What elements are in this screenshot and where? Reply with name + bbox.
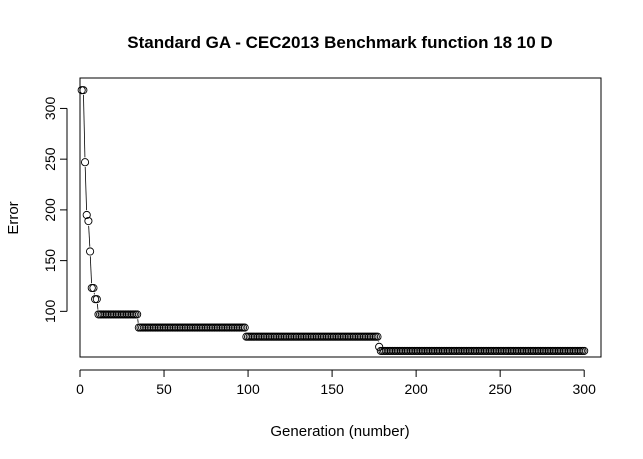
y-tick-label: 200 [42,198,58,222]
series-segment [96,303,99,310]
x-tick-label: 200 [404,381,428,397]
data-point [373,332,382,341]
series-segment [83,94,86,158]
x-tick-label: 300 [573,381,597,397]
y-axis: 100 150 200 250 300 [42,97,68,323]
data-point [92,295,101,304]
data-point [240,323,249,332]
data-point [86,247,95,256]
data-point [133,310,142,319]
data-point [82,210,91,220]
plot-frame [79,77,602,358]
series-line [83,94,379,343]
data-point [79,86,88,95]
data-point [80,158,90,167]
data-point [87,283,96,293]
x-tick-label: 100 [236,381,260,397]
y-axis-label: Error [5,201,22,234]
y-tick-label: 300 [42,97,58,121]
series-segment [88,225,91,247]
data-point [91,295,100,304]
data-point [89,283,98,293]
series-segment [84,166,87,211]
data-point [84,217,93,226]
chart-title: Standard GA - CEC2013 Benchmark function… [127,33,552,52]
data-point [580,346,589,355]
x-tick-label: 0 [76,381,84,397]
y-tick-label: 100 [42,299,58,323]
data-point [77,86,86,95]
x-tick-label: 150 [320,381,344,397]
x-axis-label: Generation (number) [270,423,409,440]
x-tick-label: 50 [156,381,172,397]
y-tick-label: 150 [42,249,58,273]
series-points [77,86,589,355]
series-segment [89,256,92,284]
y-tick-label: 250 [42,147,58,171]
x-axis: 0 50 100 150 200 250 300 [76,369,597,397]
x-tick-label: 250 [488,381,512,397]
